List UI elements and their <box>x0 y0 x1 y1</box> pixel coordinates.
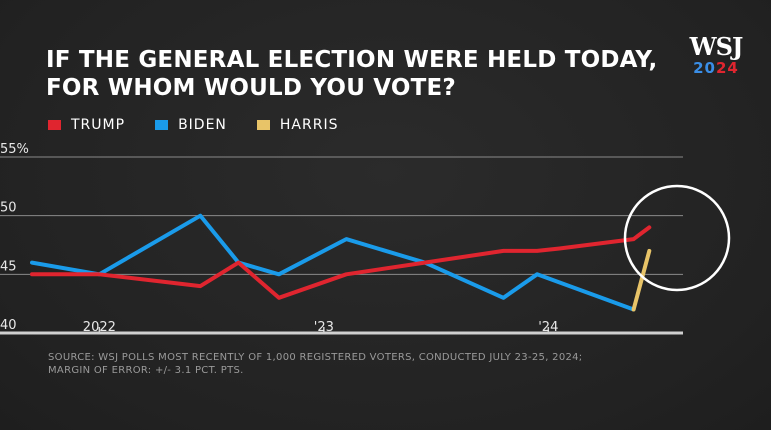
logo-year-part-b: 24 <box>716 59 739 77</box>
legend-label-biden: BIDEN <box>178 117 227 133</box>
chart-title-line-2: FOR WHOM WOULD YOU VOTE? <box>46 75 456 101</box>
series-line-trump <box>30 225 652 300</box>
chart-legend: TRUMP BIDEN HARRIS <box>48 117 368 133</box>
wsj-2024-logo: WSJ 2024 <box>686 32 746 77</box>
series-line-harris <box>631 248 652 312</box>
x-tick-label: 2022 <box>83 320 116 335</box>
source-note: SOURCE: WSJ POLLS MOST RECENTLY OF 1,000… <box>48 351 668 377</box>
source-line-2: MARGIN OF ERROR: +/- 3.1 PCT. PTS. <box>48 365 244 376</box>
wsj-logo-text: WSJ <box>689 32 744 61</box>
legend-swatch-biden <box>155 120 169 130</box>
logo-year-part-a: 20 <box>693 59 716 77</box>
legend-item-harris: HARRIS <box>256 117 339 133</box>
y-tick-label: 45 <box>0 259 17 274</box>
y-tick-label: 50 <box>0 201 17 216</box>
x-tick-label: '24 <box>538 320 558 335</box>
legend-item-trump: TRUMP <box>48 117 125 133</box>
legend-swatch-trump <box>48 120 61 130</box>
logo-year: 2024 <box>686 60 746 76</box>
source-line-1: SOURCE: WSJ POLLS MOST RECENTLY OF 1,000… <box>48 352 583 363</box>
legend-label-harris: HARRIS <box>279 117 339 133</box>
chart-title-line-1: IF THE GENERAL ELECTION WERE HELD TODAY, <box>46 47 658 73</box>
chart-title: IF THE GENERAL ELECTION WERE HELD TODAY,… <box>46 46 686 102</box>
legend-label-trump: TRUMP <box>71 117 126 133</box>
y-tick-label: 55% <box>0 142 29 157</box>
legend-swatch-harris <box>256 120 270 130</box>
y-tick-label: 40 <box>0 318 17 333</box>
legend-item-biden: BIDEN <box>155 117 227 133</box>
highlight-circle <box>623 184 731 292</box>
x-tick-label: '23 <box>314 320 334 335</box>
series-line-biden <box>30 213 636 312</box>
